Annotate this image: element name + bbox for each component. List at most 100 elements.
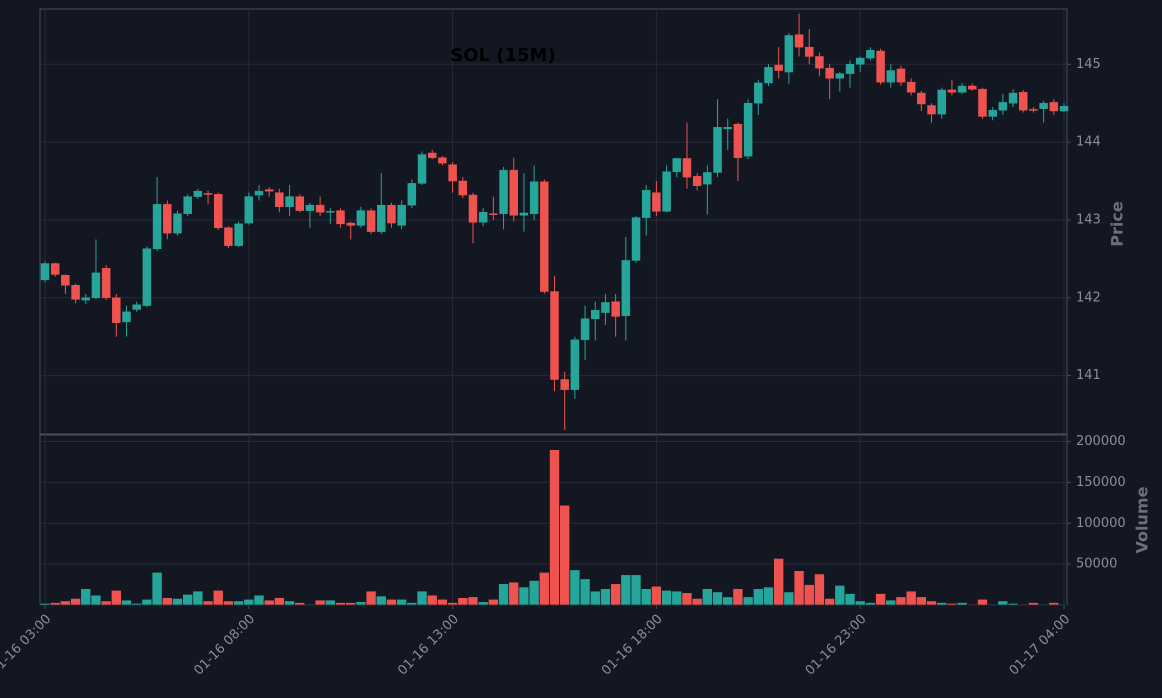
- candle-body: [499, 169, 508, 214]
- volume-bar: [814, 573, 825, 606]
- candle-body: [377, 204, 386, 232]
- candle-body: [815, 56, 824, 69]
- candle-body: [754, 82, 763, 104]
- volume-bar: [600, 588, 611, 606]
- candle-body: [275, 192, 284, 207]
- candle-body: [173, 213, 182, 234]
- marks: [39, 13, 1070, 606]
- candle-body: [71, 285, 80, 300]
- volume-bar: [793, 570, 805, 606]
- candle-body: [733, 123, 743, 158]
- volume-bar: [752, 588, 764, 606]
- candle-body: [489, 213, 498, 215]
- candle-body: [662, 171, 671, 212]
- volume-bar: [803, 584, 815, 606]
- candle-body: [1008, 92, 1018, 104]
- y-tick-label: 142: [1076, 290, 1101, 305]
- volume-bar: [824, 598, 835, 606]
- volume-bar: [640, 588, 652, 606]
- candle-body: [570, 339, 580, 390]
- volume-bar: [294, 602, 306, 606]
- volume-bar: [620, 574, 632, 606]
- x-tick-label: 01-17 04:00: [1007, 612, 1074, 679]
- volume-bar: [783, 591, 795, 606]
- candle-body: [346, 222, 355, 226]
- volume-bar: [141, 598, 153, 606]
- candle-body: [692, 176, 702, 186]
- candle-body: [927, 105, 936, 115]
- volume-bar: [977, 598, 988, 606]
- volume-bar: [263, 599, 275, 606]
- chart-title: SOL (15M): [450, 45, 555, 66]
- volume-bar: [111, 589, 122, 606]
- volume-bar: [335, 602, 346, 606]
- candle-body: [326, 211, 335, 213]
- volume-bar: [987, 603, 998, 606]
- candle-body: [285, 196, 294, 207]
- candle-body: [876, 50, 885, 83]
- volume-bar: [1007, 603, 1019, 606]
- volume-bar: [528, 580, 540, 606]
- volume-bar: [151, 572, 163, 606]
- candle-body: [998, 102, 1008, 111]
- volume-bar: [365, 590, 377, 606]
- volume-bar: [90, 594, 102, 606]
- volume-bar: [426, 594, 438, 606]
- volume-bar: [314, 599, 326, 606]
- volume-tick-label: 200000: [1076, 434, 1126, 449]
- volume-bar: [712, 591, 723, 606]
- candle-body: [315, 204, 325, 213]
- volume-bar: [375, 595, 387, 606]
- volume-bar: [549, 449, 560, 606]
- volume-bar: [661, 589, 672, 606]
- volume-bar: [681, 592, 693, 606]
- candle-body: [855, 57, 865, 65]
- candle-body: [845, 64, 855, 74]
- candle-body: [784, 35, 794, 73]
- x-tick-label: 01-16 13:00: [395, 612, 462, 679]
- volume-bar: [875, 593, 886, 606]
- candle-body: [81, 297, 91, 301]
- y-tick-label: 145: [1076, 57, 1101, 72]
- volume-bar: [1058, 603, 1070, 606]
- volume-bar: [865, 602, 876, 606]
- candle-body: [713, 127, 722, 173]
- volume-bar: [966, 603, 978, 606]
- volume-tick-label: 150000: [1076, 475, 1126, 490]
- candle-body: [407, 183, 417, 206]
- volume-bar: [508, 581, 520, 606]
- volume-bar: [243, 598, 255, 606]
- volume-bar: [304, 603, 316, 606]
- volume-bar: [396, 598, 407, 606]
- volume-bar: [539, 572, 550, 606]
- candle-body: [896, 68, 906, 83]
- volume-bar: [589, 590, 601, 606]
- candle-body: [1018, 92, 1028, 111]
- volume-bar: [671, 590, 683, 606]
- candle-body: [1039, 102, 1048, 109]
- candle-body: [234, 223, 243, 246]
- candle-body: [580, 318, 590, 341]
- candle-body: [682, 158, 692, 178]
- y-axis-label: Price: [1108, 201, 1127, 247]
- volume-bar: [844, 593, 856, 606]
- y-tick-label: 141: [1076, 368, 1101, 383]
- candle-body: [529, 181, 539, 214]
- candle-body: [774, 64, 783, 71]
- volume-bar: [131, 603, 143, 606]
- volume-bar: [854, 600, 866, 606]
- candle-body: [163, 204, 172, 234]
- candle-body: [132, 304, 141, 310]
- candle-body: [641, 190, 651, 218]
- candle-body: [957, 85, 967, 93]
- volume-bar: [732, 588, 744, 606]
- volume-bar: [926, 600, 937, 606]
- volume-tick-label: 100000: [1076, 516, 1126, 531]
- candle-body: [112, 297, 121, 323]
- volume-bar: [202, 600, 214, 606]
- candle-body: [468, 194, 478, 223]
- volume-bar: [722, 596, 734, 606]
- y-tick-label: 144: [1076, 135, 1101, 150]
- volume-bar: [325, 599, 336, 606]
